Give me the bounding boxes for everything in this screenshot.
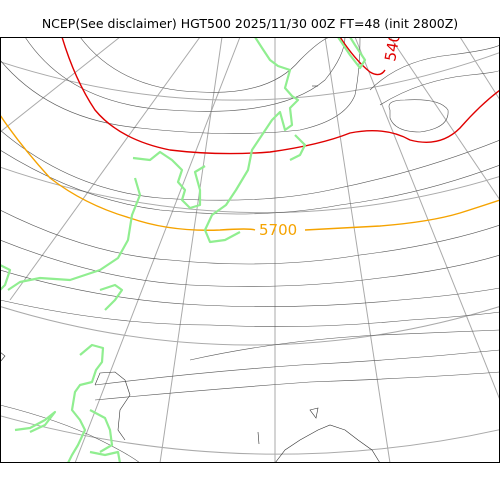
map-frame: [0, 37, 500, 463]
isoline-5400-label: 5400: [381, 22, 405, 63]
isoline-5400: [61, 37, 500, 155]
isoline-5700-east: [304, 199, 500, 231]
coastlines: [0, 37, 367, 463]
isoline-5700-label: 5700: [259, 221, 297, 239]
isoline-5400-north: [339, 37, 386, 76]
map-title: NCEP(See disclaimer) HGT500 2025/11/30 0…: [41, 16, 459, 31]
coastline-detail: [0, 85, 381, 463]
graticule-latitudes: [0, 51, 500, 455]
graticule-meridians: [0, 37, 500, 463]
isoline-5700: [0, 114, 256, 231]
height-isolines: [0, 37, 500, 463]
